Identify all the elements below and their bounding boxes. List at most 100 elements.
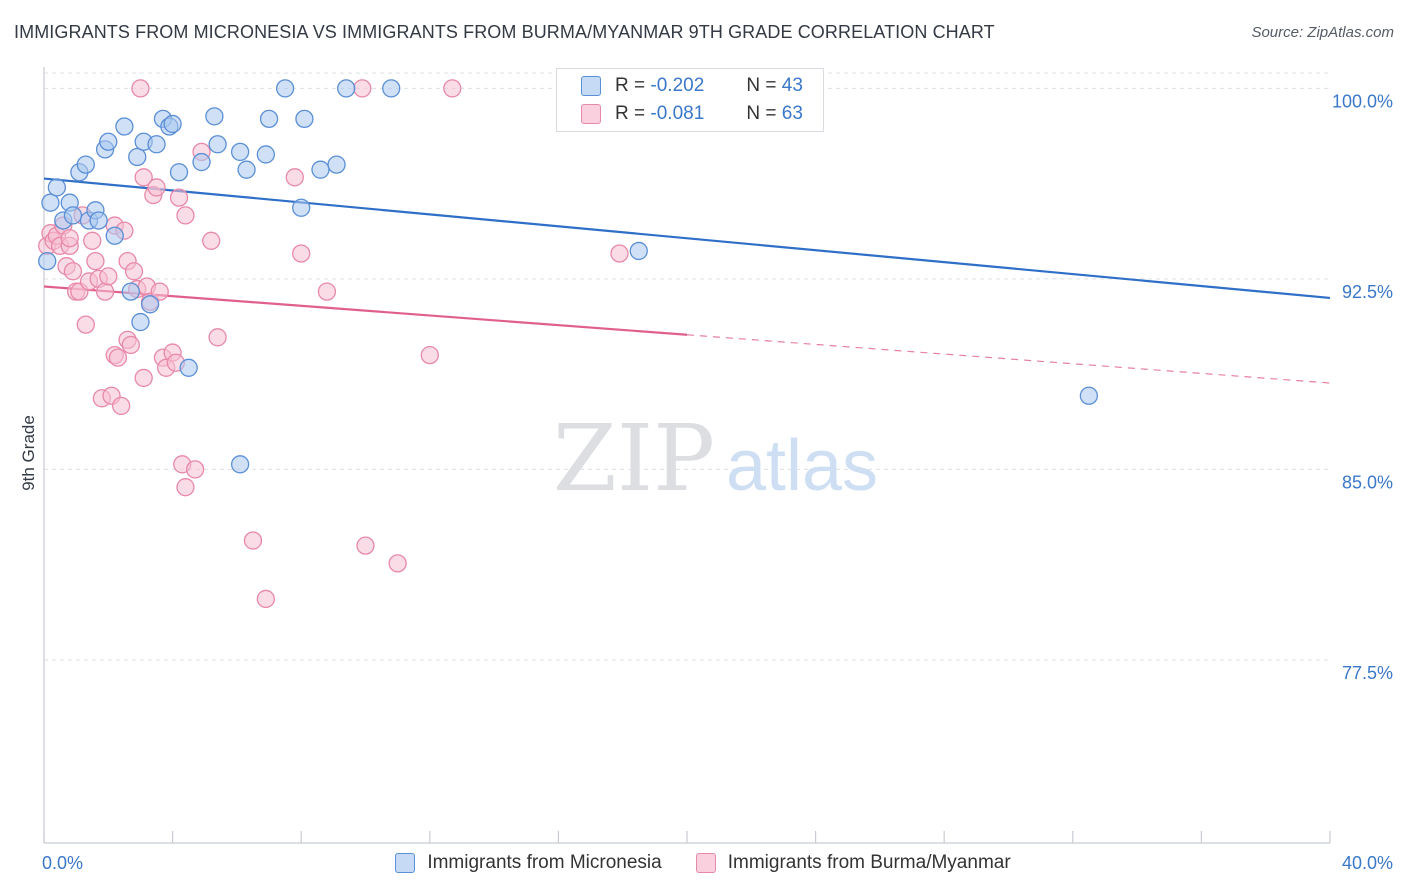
burma-point: [121, 335, 140, 355]
burma-point: [317, 282, 337, 301]
micronesia-point: [259, 109, 279, 129]
micronesia-point: [205, 107, 224, 126]
micronesia-point: [295, 109, 314, 129]
burma-point: [112, 396, 131, 416]
burma-point: [134, 368, 153, 388]
burma-point: [185, 460, 205, 479]
burma-point: [285, 168, 304, 187]
burma-point: [202, 231, 221, 250]
burma-point: [420, 345, 439, 365]
r-value-micronesia: -0.202: [650, 75, 705, 96]
micronesia-point: [99, 132, 118, 151]
micronesia-point: [327, 155, 346, 174]
r-value-burma: -0.081: [650, 103, 705, 124]
micronesia-point: [169, 163, 189, 182]
micronesia-point: [230, 142, 250, 162]
n-label: N =: [746, 75, 777, 96]
micronesia-point: [63, 206, 83, 225]
n-value-micronesia: 43: [781, 75, 803, 96]
burma-point: [150, 282, 169, 301]
burma-point: [131, 79, 150, 98]
micronesia-point: [131, 312, 150, 332]
burma-point: [243, 531, 263, 550]
micronesia-point: [230, 455, 250, 474]
x-tick-label: 0.0%: [42, 853, 83, 873]
stats-legend: R = -0.202 N = 43 R = -0.081 N = 63: [556, 68, 824, 132]
stats-row-micronesia: R = -0.202 N = 43: [581, 74, 803, 98]
legend-item-micronesia: Immigrants from Micronesia: [395, 852, 662, 874]
burma-point: [124, 262, 144, 281]
micronesia-point: [237, 160, 256, 179]
burma-point: [443, 79, 462, 98]
micronesia-point: [105, 226, 124, 245]
burma-point: [83, 231, 102, 250]
legend-swatch-burma: [695, 853, 716, 873]
micronesia-point: [275, 79, 295, 98]
legend-label-burma: Immigrants from Burma/Myanmar: [727, 852, 1011, 873]
micronesia-point: [256, 145, 275, 164]
burma-point: [99, 267, 118, 286]
micronesia-point: [121, 282, 140, 301]
burma-point: [176, 478, 195, 497]
burma-point: [356, 536, 375, 555]
micronesia-point: [179, 358, 198, 377]
micronesia-point: [163, 114, 182, 134]
burma-point: [292, 244, 311, 263]
burma-point: [208, 328, 227, 347]
legend-swatch-micronesia: [581, 76, 601, 96]
legend-item-burma: Immigrants from Burma/Myanmar: [695, 852, 1011, 874]
burma-trendline-dashed: [686, 334, 1331, 384]
y-tick-label: 77.5%: [1342, 663, 1393, 683]
legend-swatch-micronesia: [395, 853, 416, 873]
micronesia-point: [292, 198, 311, 217]
stats-row-burma: R = -0.081 N = 63: [581, 102, 803, 126]
micronesia-trendline: [43, 177, 1331, 300]
legend-swatch-burma: [581, 104, 601, 124]
burma-point: [147, 178, 166, 197]
n-label: N =: [746, 103, 777, 124]
watermark-atlas: atlas: [726, 426, 878, 506]
source-label: Source: ZipAtlas.com: [1251, 24, 1394, 41]
micronesia-point: [128, 147, 147, 167]
micronesia-point: [76, 155, 95, 174]
micronesia-point: [115, 117, 134, 136]
r-label: R =: [615, 103, 646, 124]
micronesia-point: [629, 241, 648, 261]
micronesia-point: [89, 211, 108, 230]
y-tick-label: 85.0%: [1342, 472, 1393, 492]
legend-label-micronesia: Immigrants from Micronesia: [427, 852, 662, 873]
micronesia-point: [147, 135, 166, 154]
burma-point: [60, 229, 79, 248]
n-value-burma: 63: [781, 103, 803, 124]
burma-point: [76, 315, 95, 334]
burma-point: [86, 251, 105, 271]
r-label: R =: [615, 75, 646, 96]
burma-point: [63, 262, 83, 281]
burma-point: [108, 348, 128, 367]
micronesia-point: [192, 152, 211, 172]
watermark-zip: ZIP: [553, 405, 715, 512]
y-tick-label: 92.5%: [1342, 282, 1393, 302]
burma-point: [388, 554, 407, 573]
burma-point: [256, 589, 275, 609]
y-axis-label: 9th Grade: [19, 415, 38, 491]
burma-point: [610, 244, 629, 263]
chart-title: IMMIGRANTS FROM MICRONESIA VS IMMIGRANTS…: [14, 22, 995, 42]
micronesia-point: [47, 178, 67, 197]
micronesia-point: [140, 295, 160, 314]
micronesia-point: [337, 79, 356, 98]
micronesia-point: [208, 135, 227, 154]
series-legend: Immigrants from Micronesia Immigrants fr…: [0, 852, 1406, 874]
micronesia-point: [41, 193, 60, 212]
micronesia-point: [38, 251, 57, 271]
burma-point: [169, 188, 189, 207]
burma-point: [95, 282, 115, 301]
watermark: ZIP atlas: [553, 405, 878, 512]
x-tick-label: 40.0%: [1342, 853, 1393, 873]
burma-point: [134, 168, 153, 187]
micronesia-point: [1079, 386, 1099, 405]
y-tick-label: 100.0%: [1332, 91, 1393, 111]
micronesia-point: [311, 160, 330, 179]
burma-point: [353, 79, 372, 98]
